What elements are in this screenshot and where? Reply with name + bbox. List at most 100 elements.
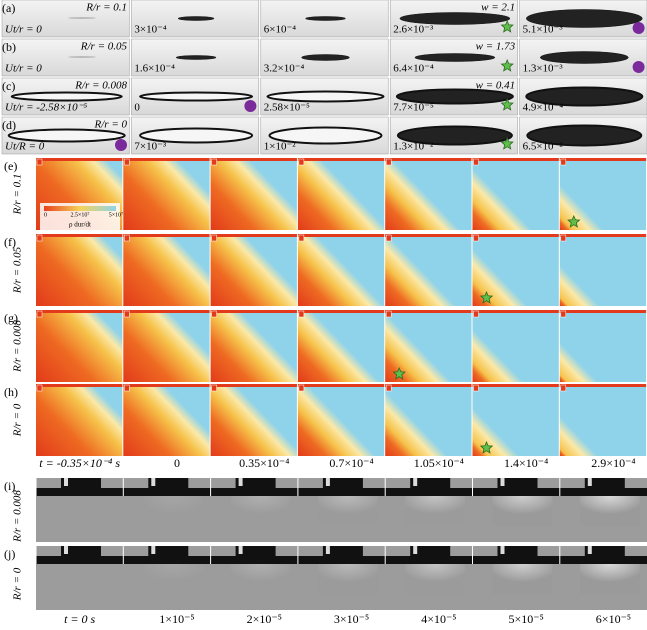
glow	[143, 564, 203, 594]
probe-mark	[124, 159, 129, 165]
contour-panel	[211, 158, 297, 230]
probe-mark	[561, 385, 566, 391]
probe-mark	[474, 385, 479, 391]
time-label: 0.7×10⁻⁴	[329, 456, 373, 470]
time-label: 0	[174, 456, 180, 470]
time-label: 5×10⁻⁵	[509, 612, 544, 626]
probe-tip	[151, 546, 155, 554]
surface-strip	[123, 310, 209, 313]
panel-label: (d)	[2, 118, 16, 132]
panel-label: (a)	[2, 1, 15, 15]
probe-mark	[561, 235, 566, 241]
surface-strip	[473, 234, 559, 237]
circle-marker	[115, 139, 127, 151]
time-label: 0.35×10⁻⁴	[239, 456, 289, 470]
glow	[493, 496, 553, 526]
probe-mark	[124, 385, 129, 391]
contour-panel	[298, 158, 384, 230]
probe-mark	[37, 311, 42, 317]
probe-mark	[212, 385, 217, 391]
probe-tip	[239, 478, 243, 486]
probe-mark	[386, 235, 391, 241]
surface-strip	[298, 234, 384, 237]
probe-mark	[212, 311, 217, 317]
ratio-label: R/r = 0.008	[74, 80, 127, 92]
time-label: t = 0 s	[64, 612, 95, 626]
probe-tip	[413, 478, 417, 486]
surface-strip	[473, 310, 559, 313]
contour-panel	[298, 310, 384, 382]
time-label: 2×10⁻⁵	[247, 612, 282, 626]
probe-tip	[151, 478, 155, 486]
drop-shape	[68, 56, 96, 58]
w-label: w = 1.73	[476, 41, 516, 53]
probe-mark	[299, 311, 304, 317]
time-label: 1×10⁻²	[264, 141, 297, 153]
probe-mark	[474, 235, 479, 241]
probe-tip	[413, 546, 417, 554]
time-label: 6×10⁻⁴	[264, 24, 297, 36]
drop-shape	[268, 92, 384, 102]
time-label: 1.3×10⁻²	[393, 141, 434, 153]
time-label: Ut/r = 0	[5, 24, 42, 36]
ratio-label: R/r = 0.008	[12, 490, 24, 543]
contour-panel	[560, 384, 646, 456]
contour-panel	[473, 310, 559, 382]
time-label: 6.5×10⁻²	[523, 141, 564, 153]
glow	[143, 496, 203, 526]
probe-mark	[299, 385, 304, 391]
probe-mark	[386, 159, 391, 165]
panel-label: (j)	[4, 547, 15, 561]
contour-panel	[560, 234, 646, 306]
w-label: w = 2.1	[481, 2, 515, 14]
ratio-label: R/r = 0.05	[80, 41, 128, 53]
colorbar-tick: 2.5×10⁷	[71, 212, 90, 218]
drop-shape	[302, 55, 350, 61]
surface-strip	[560, 384, 646, 387]
glow	[231, 564, 291, 594]
drop-shape	[68, 17, 96, 19]
contour-panel	[211, 234, 297, 306]
drop-shape	[178, 17, 214, 21]
time-label: 4.9×10⁻⁴	[523, 102, 564, 114]
time-label: 7.7×10⁻⁵	[393, 102, 434, 114]
probe-mark	[37, 235, 42, 241]
probe-mark	[386, 311, 391, 317]
contour-panel	[211, 384, 297, 456]
surface-strip	[385, 384, 471, 387]
probe-mark	[37, 385, 42, 391]
panel-label: (c)	[2, 79, 15, 93]
probe-mark	[299, 159, 304, 165]
contour-panel	[123, 234, 209, 306]
colorbar-label: ρ dur/dt	[69, 221, 91, 229]
drop-shape	[306, 17, 346, 21]
probe-tip	[239, 546, 243, 554]
time-label: 1.4×10⁻⁴	[504, 456, 548, 470]
glow	[580, 564, 640, 594]
contour-panel	[211, 310, 297, 382]
panel-label: (e)	[4, 159, 17, 173]
colorbar-tick: 5×10⁷	[109, 212, 123, 218]
surface-strip	[211, 234, 297, 237]
probe-tip	[588, 546, 592, 554]
contour-panel	[36, 384, 122, 456]
probe-tip	[64, 546, 68, 554]
probe-tip	[501, 478, 505, 486]
time-label: t = -0.35×10⁻⁴ s	[39, 456, 120, 470]
probe-mark	[299, 235, 304, 241]
glow	[405, 496, 465, 526]
time-label: 7×10⁻³	[134, 141, 167, 153]
circle-marker	[633, 22, 645, 34]
surface-strip	[298, 158, 384, 161]
probe-tip	[326, 546, 330, 554]
surface-strip	[473, 158, 559, 161]
time-label: 3.2×10⁻⁴	[264, 63, 305, 75]
probe-mark	[561, 159, 566, 165]
surface-strip	[385, 310, 471, 313]
surface-strip	[211, 158, 297, 161]
ratio-label: R/r = 0.008	[12, 320, 24, 373]
surface-strip	[385, 234, 471, 237]
surface-strip	[298, 384, 384, 387]
probe-tip	[501, 546, 505, 554]
surface-strip	[36, 384, 122, 387]
